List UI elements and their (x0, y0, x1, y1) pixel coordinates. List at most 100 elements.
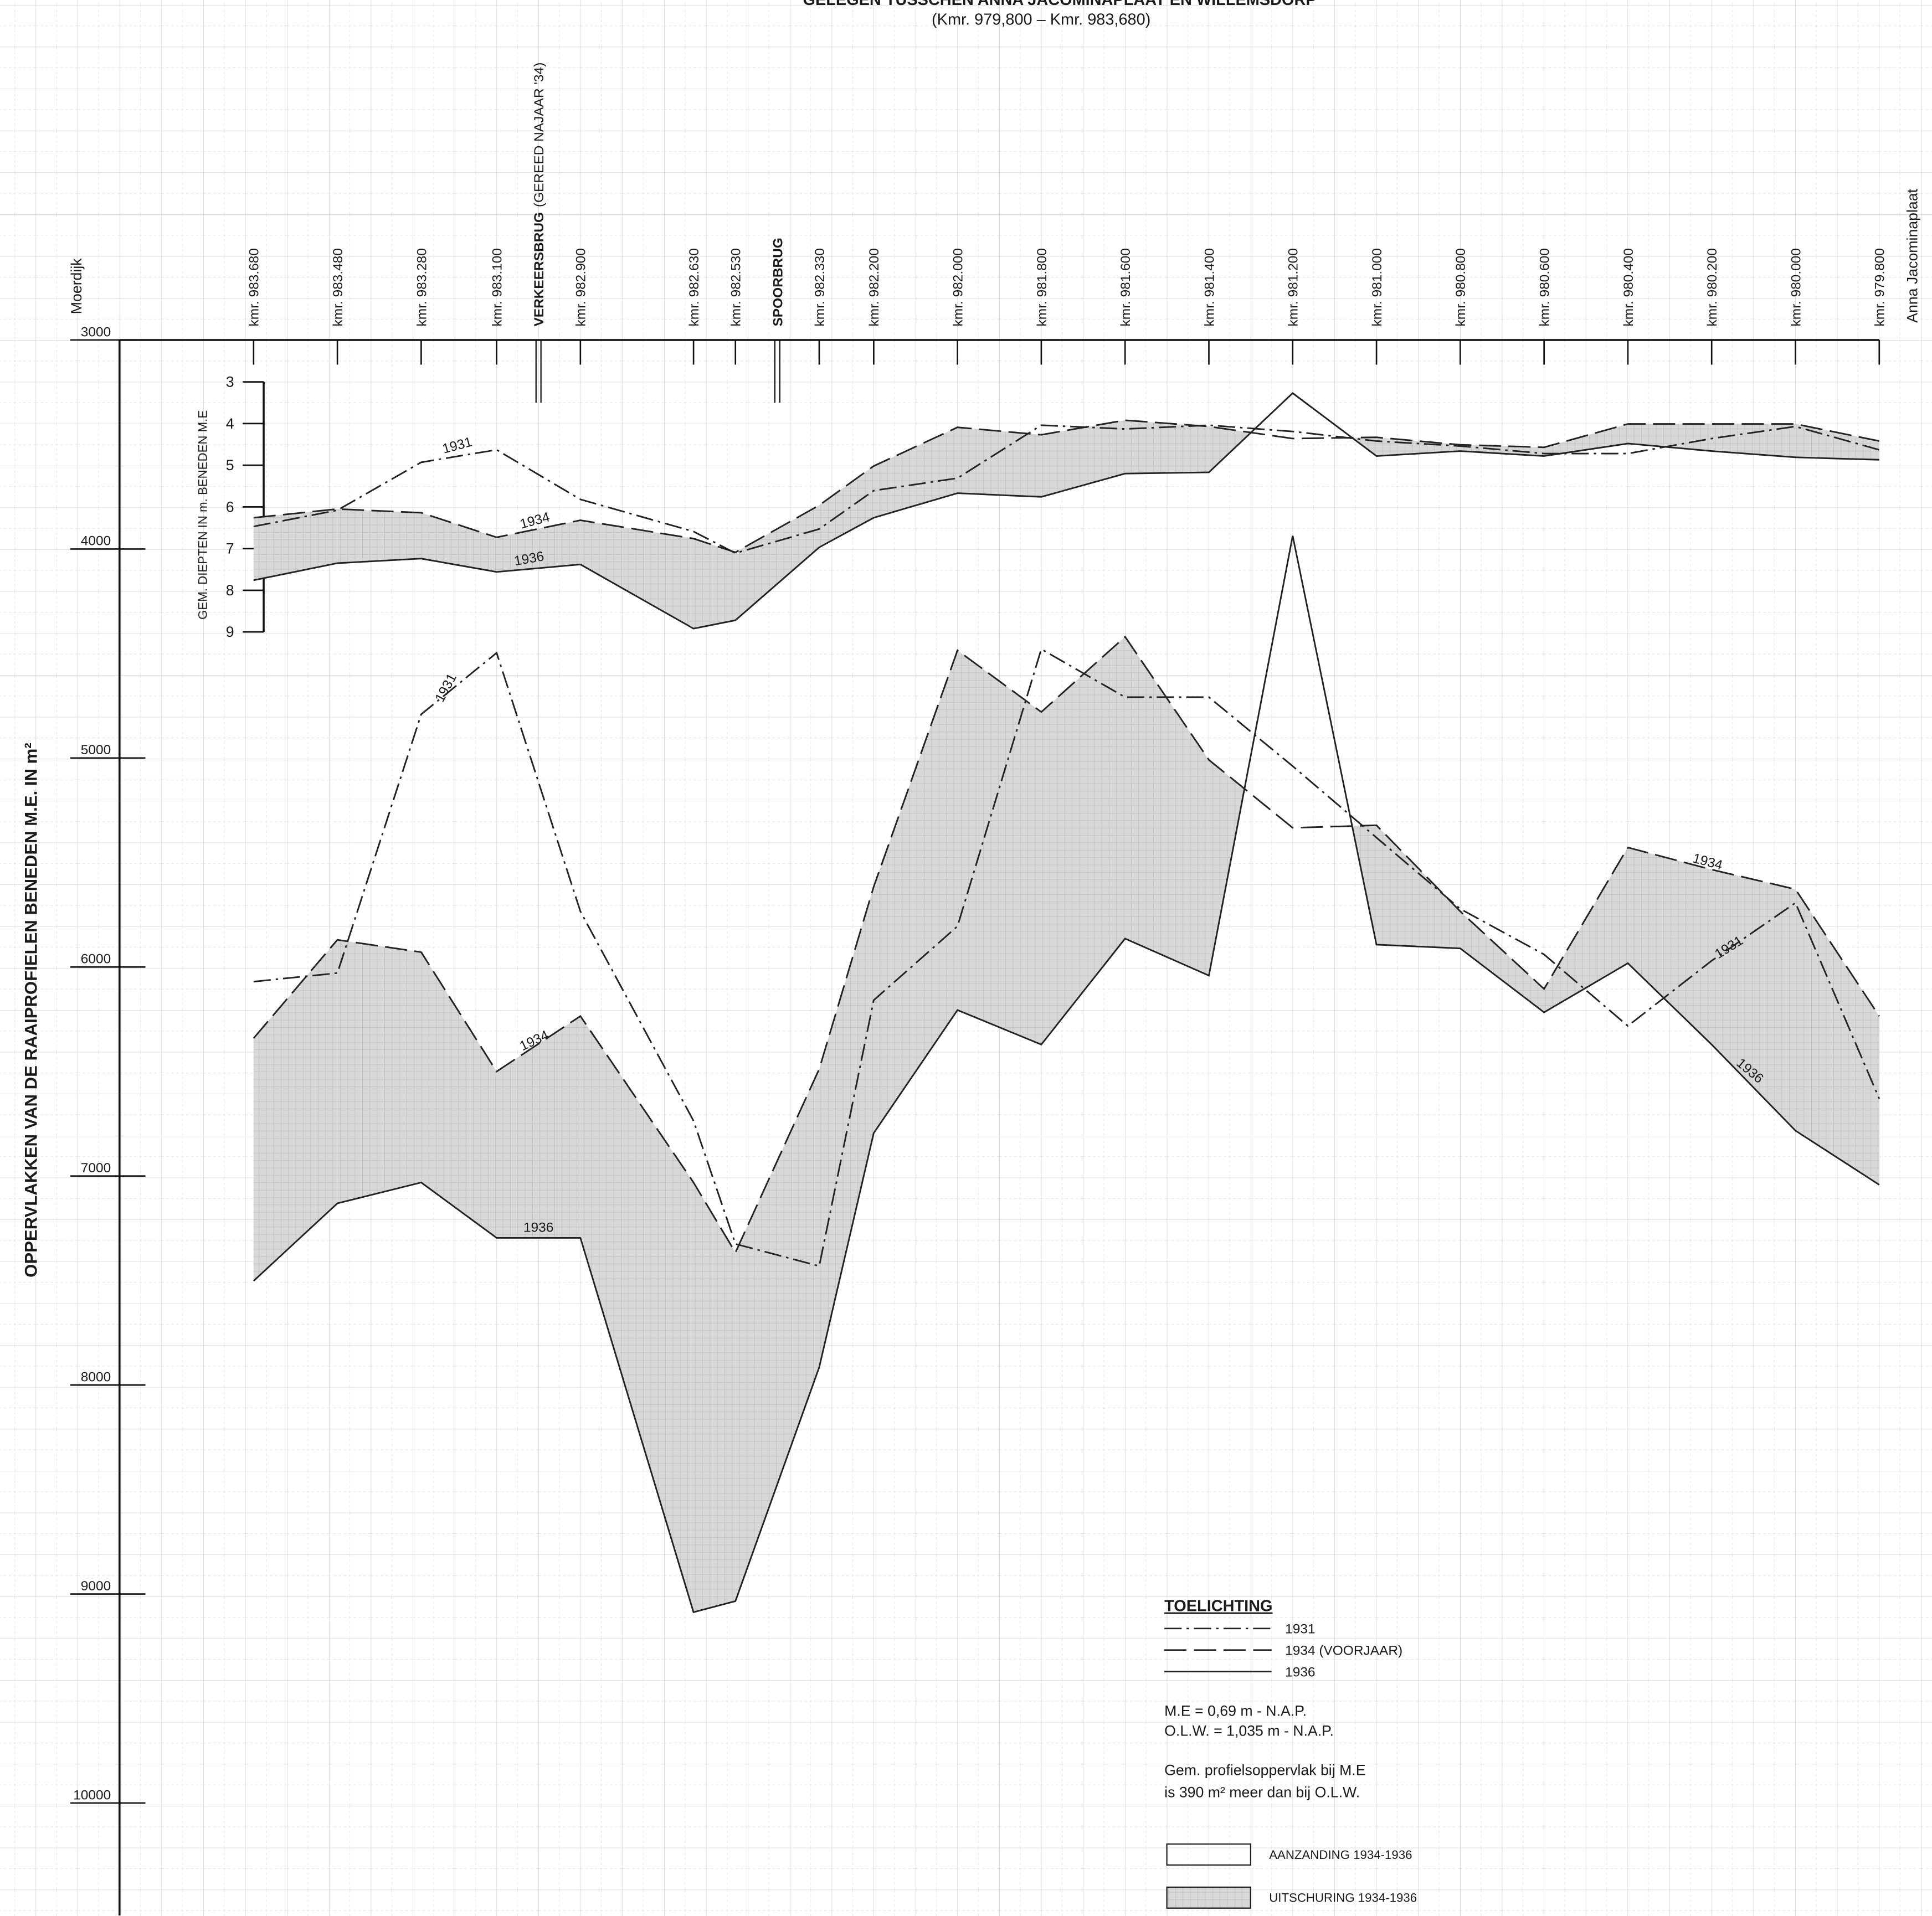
y-tick-label: 7000 (81, 1161, 111, 1176)
scour-shading (337, 940, 422, 1204)
scour-shading (253, 940, 338, 1281)
scour-shading (819, 466, 874, 548)
note: is 390 m² meer dan bij O.L.W. (1164, 1784, 1360, 1801)
end-label: Anna Jacominaplaat (1904, 188, 1920, 322)
scour-shading (1627, 424, 1712, 451)
legend-title: TOELICHTING (1164, 1598, 1272, 1615)
bridge-name: SPOORBRUG (770, 238, 785, 326)
x-tick-label: kmr. 980.400 (1621, 248, 1636, 326)
scour-shading (1712, 424, 1796, 457)
y-tick-label: 9000 (81, 1579, 111, 1594)
scour-shading (873, 650, 958, 1134)
scour-shading (421, 512, 497, 572)
scour-shading (580, 1016, 694, 1613)
y-tick-label: 6000 (81, 952, 111, 967)
scour-shading (693, 538, 736, 629)
y-tick-label: 3 (226, 374, 234, 390)
y-tick-label: 6 (226, 498, 234, 515)
x-tick-label: kmr. 981.800 (1035, 248, 1050, 326)
bridge-label: VERKEERSBRUG (GEREED NAJAAR '34) (532, 63, 547, 327)
chart-title: GELEGEN TUSSCHEN ANNA JACOMINAPLAAT EN W… (803, 0, 1316, 9)
scour-shading (1544, 424, 1628, 456)
key-label: AANZANDING 1934-1936 (1269, 1848, 1412, 1862)
scour-shading (496, 1016, 580, 1238)
scour-shading (1125, 636, 1209, 976)
scour-shading (693, 1182, 736, 1613)
x-tick-label: kmr. 982.630 (687, 248, 702, 326)
note: Gem. profielsoppervlak bij M.E (1164, 1762, 1365, 1779)
note: M.E = 0,69 m - N.A.P. (1164, 1703, 1307, 1719)
x-tick-label: kmr. 982.530 (729, 248, 744, 326)
scour-shading (253, 509, 338, 580)
legend-label: 1934 (VOORJAAR) (1285, 1644, 1402, 1659)
x-tick-label: kmr. 982.330 (813, 248, 828, 326)
series-line (253, 424, 1880, 554)
x-tick-label: kmr. 981.000 (1370, 248, 1385, 326)
key-box (1166, 1886, 1251, 1909)
x-tick-label: kmr. 983.280 (414, 248, 429, 326)
series-line (253, 535, 1880, 1614)
x-tick-label: kmr. 981.600 (1118, 248, 1133, 326)
scour-shading (1544, 847, 1628, 1013)
y-tick-label: 9 (226, 624, 234, 640)
scour-shading (873, 427, 958, 518)
y-tick-label: 7 (226, 540, 234, 557)
series-line (253, 419, 1880, 553)
scour-shading (1041, 420, 1126, 497)
x-tick-label: kmr. 983.480 (331, 248, 346, 326)
y-tick-label: 3000 (81, 325, 111, 339)
x-tick-label: kmr. 982.900 (574, 248, 589, 326)
legend-label: 1931 (1285, 1622, 1315, 1637)
end-label: Moerdijk (68, 258, 85, 315)
x-tick-label: kmr. 981.400 (1202, 248, 1217, 326)
scour-shading (735, 1069, 820, 1601)
scour-shading (1627, 847, 1712, 1045)
note: O.L.W. = 1,035 m - N.A.P. (1164, 1722, 1334, 1739)
scour-shading (1125, 420, 1209, 474)
x-tick-label: kmr. 980.600 (1538, 248, 1553, 326)
scour-shading (735, 505, 820, 621)
key-box (1166, 1843, 1251, 1866)
scour-shading (957, 427, 1041, 497)
scour-shading (1209, 426, 1251, 472)
y-tick-label: 5000 (81, 743, 111, 758)
scour-shading (819, 887, 874, 1368)
legend: TOELICHTING M.E = 0,69 m - N.A.P. O.L.W.… (1164, 1598, 1417, 1909)
x-tick-label: kmr. 980.000 (1789, 248, 1803, 326)
x-tick-label: kmr. 979.800 (1873, 248, 1888, 326)
chart-subtitle: (Kmr. 979,800 – Kmr. 983,680) (932, 11, 1150, 29)
x-tick-label: kmr. 981.200 (1286, 248, 1301, 326)
bridge-name: VERKEERSBRUG (532, 212, 547, 327)
scour-shading (1460, 911, 1544, 1013)
series-line (253, 648, 1880, 1268)
key-label: UITSCHURING 1934-1936 (1269, 1891, 1417, 1905)
x-tick-label: kmr. 983.680 (247, 248, 262, 326)
y-tick-label: 8000 (81, 1369, 111, 1384)
x-tick-label: kmr. 982.000 (951, 248, 966, 326)
y-axis-label: OPPERVLAKKEN VAN DE RAAIPROFIELEN BENEDE… (22, 743, 41, 1278)
bridge-label: SPOORBRUG (770, 238, 785, 326)
scour-shading (1795, 889, 1879, 1185)
bridge-note: (GEREED NAJAAR '34) (532, 63, 547, 208)
scour-shading (580, 520, 694, 629)
x-tick-label: kmr. 983.100 (490, 248, 505, 326)
series-line (253, 392, 1879, 630)
y-tick-label: 8 (226, 582, 234, 599)
x-tick-label: kmr. 980.800 (1453, 248, 1468, 326)
scour-shading (1460, 445, 1544, 456)
x-tick-label: kmr. 982.200 (867, 248, 882, 326)
series-line (253, 635, 1880, 1254)
scour-shading (957, 650, 1041, 1045)
y-tick-label: 4000 (81, 534, 111, 549)
scour-shading (1209, 760, 1245, 976)
y-axis-label: GEM. DIEPTEN IN m. BENEDEN M.E (196, 410, 210, 620)
series-label: 1936 (523, 1220, 553, 1235)
y-tick-label: 5 (226, 457, 234, 473)
y-tick-label: 4 (226, 415, 234, 432)
scour-shading (337, 509, 422, 563)
legend-label: 1936 (1285, 1665, 1315, 1680)
scour-shading (1041, 636, 1126, 1045)
y-tick-label: 10000 (73, 1788, 111, 1802)
x-tick-label: kmr. 980.200 (1705, 248, 1720, 326)
